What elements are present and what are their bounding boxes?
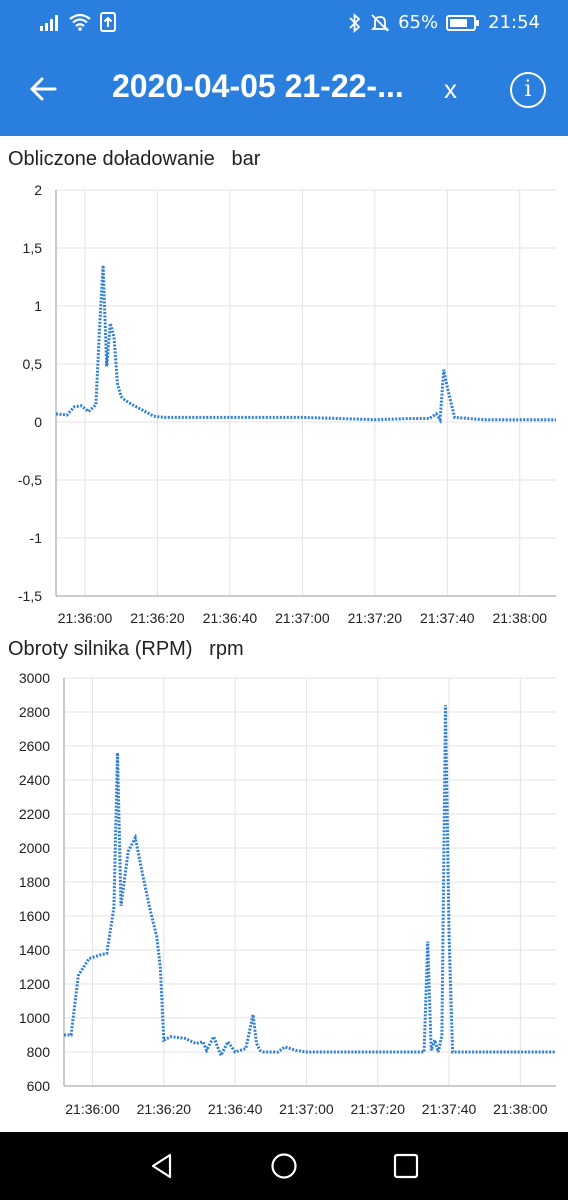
y-tick-label: 1400 [19, 942, 50, 958]
x-tick-label: 21:36:00 [65, 1101, 120, 1117]
app-bar: 2020-04-05 21-22-... x i [0, 48, 568, 136]
y-tick-label: 2200 [19, 806, 50, 822]
x-tick-label: 21:36:40 [203, 610, 258, 626]
y-tick-label: 2600 [19, 738, 50, 754]
mute-bell-icon [370, 13, 390, 32]
y-tick-label: 1800 [19, 874, 50, 890]
wifi-icon [69, 13, 91, 31]
battery-icon [446, 14, 480, 31]
y-tick-label: 1200 [19, 976, 50, 992]
y-tick-label: 800 [27, 1044, 51, 1060]
x-tick-label: 21:36:00 [58, 610, 113, 626]
nav-recents-icon[interactable] [392, 1152, 420, 1180]
x-tick-label: 21:37:20 [348, 610, 403, 626]
battery-percent: 65% [398, 12, 439, 33]
x-tick-label: 21:37:40 [420, 610, 475, 626]
back-arrow-icon[interactable] [28, 74, 58, 104]
status-right-area: 65% 21:54 [348, 12, 540, 33]
x-tick-label: 21:38:00 [493, 610, 548, 626]
status-left-icons [40, 12, 116, 32]
y-tick-label: 3000 [19, 670, 50, 686]
rpm-chart-title: Obroty silnika (RPM) rpm [8, 638, 244, 661]
y-tick-label: 2800 [19, 704, 50, 720]
status-bar: 65% 21:54 [0, 0, 568, 48]
rpm-chart-name: Obroty silnika (RPM) [8, 638, 193, 660]
series-line [64, 705, 556, 1060]
y-tick-label: 2 [34, 182, 42, 198]
bluetooth-icon [349, 12, 361, 33]
rpm-chart-unit: rpm [209, 638, 244, 660]
y-tick-label: -0,5 [18, 472, 42, 488]
boost-chart-title: Obliczone doładowanie bar [8, 148, 260, 171]
x-tick-label: 21:37:20 [350, 1101, 405, 1117]
x-tick-label: 21:37:00 [275, 610, 330, 626]
y-tick-label: 1,5 [23, 240, 43, 256]
y-tick-label: 2400 [19, 772, 50, 788]
y-tick-label: 1 [34, 298, 42, 314]
y-tick-label: -1,5 [18, 588, 42, 604]
boost-chart: 2 1,5 1 0,5 0 -0,5 -1 -1,5 21:36:00 21:36:20 21:36… [18, 182, 556, 626]
close-button[interactable]: x [444, 74, 457, 104]
boost-chart-name: Obliczone doładowanie [8, 148, 215, 170]
boost-chart-unit: bar [231, 148, 261, 170]
clock: 21:54 [488, 12, 540, 33]
y-tick-label: 0 [34, 414, 42, 430]
y-tick-label: -1 [30, 530, 43, 546]
y-tick-label: 0,5 [23, 356, 43, 372]
y-tick-label: 2000 [19, 840, 50, 856]
page-title: 2020-04-05 21-22-... [112, 68, 404, 104]
nav-back-icon[interactable] [148, 1152, 176, 1180]
x-tick-label: 21:36:20 [137, 1101, 192, 1117]
x-tick-label: 21:37:40 [422, 1101, 477, 1117]
upload-icon [100, 12, 116, 32]
y-tick-label: 600 [27, 1078, 51, 1094]
info-button[interactable]: i [510, 72, 546, 108]
x-tick-label: 21:36:20 [130, 610, 185, 626]
nav-home-icon[interactable] [270, 1152, 298, 1180]
rpm-chart: 3000 2800 2600 2400 2200 2000 1800 1600 1400 1200… [19, 670, 556, 1117]
x-tick-label: 21:38:00 [493, 1101, 548, 1117]
navigation-bar [0, 1132, 568, 1200]
signal-icon [40, 15, 58, 31]
y-tick-label: 1600 [19, 908, 50, 924]
x-tick-label: 21:37:00 [279, 1101, 334, 1117]
series-line [55, 265, 556, 425]
y-tick-label: 1000 [19, 1010, 50, 1026]
x-tick-label: 21:36:40 [208, 1101, 263, 1117]
